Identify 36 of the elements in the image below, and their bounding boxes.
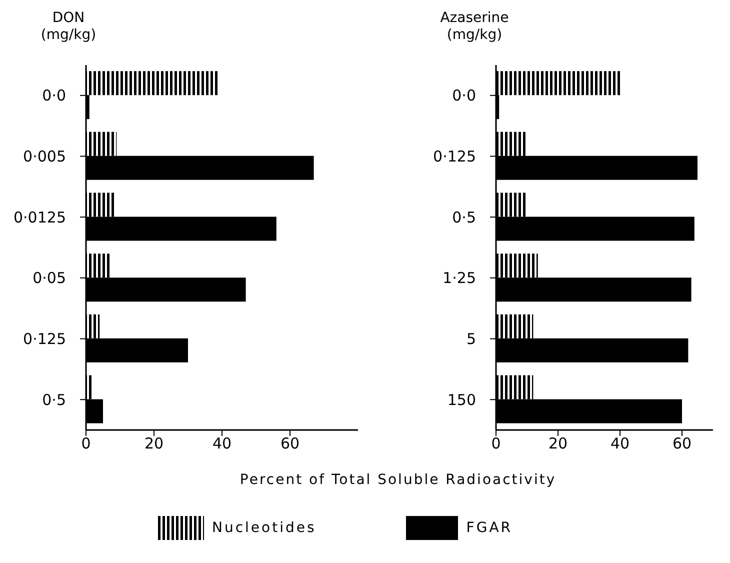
x-tick-label: 20 <box>144 434 164 453</box>
x-tick-label: 40 <box>212 434 232 453</box>
text: Nucleotides <box>212 520 316 536</box>
y-tick-label: 0·5 <box>42 390 66 409</box>
bar <box>86 254 112 278</box>
y-tick-label: 0·05 <box>32 269 66 288</box>
y-tick-label: 1·25 <box>442 269 476 288</box>
bar <box>496 314 534 338</box>
x-tick-label: 0 <box>491 434 501 453</box>
x-tick-label: 60 <box>672 434 692 453</box>
bar <box>86 192 115 217</box>
bar <box>86 71 219 96</box>
bar <box>496 132 526 156</box>
bar <box>86 132 117 156</box>
x-tick-label: 40 <box>610 434 630 453</box>
x-tick-label: 60 <box>280 434 300 453</box>
y-tick-label: 0·125 <box>23 330 66 348</box>
y-tick-label: 5 <box>466 330 476 348</box>
y-tick-label: 0·0125 <box>14 208 66 226</box>
x-tick-label: 0 <box>81 434 91 453</box>
bar <box>496 375 534 400</box>
y-tick-label: 0·5 <box>452 208 476 226</box>
y-axis-title: Azaserine (mg/kg) <box>439 10 510 44</box>
bar <box>496 254 538 278</box>
y-tick-label: 0·0 <box>452 86 476 105</box>
bar <box>496 71 620 96</box>
legend-label: FGAR <box>466 520 513 536</box>
bar <box>496 192 527 217</box>
y-axis-title: DON (mg/kg) <box>40 10 98 44</box>
y-tick-label: 150 <box>447 390 476 409</box>
y-tick-label: 0·005 <box>23 148 66 166</box>
x-tick-label: 20 <box>548 434 568 453</box>
y-tick-label: 0·125 <box>433 148 476 166</box>
y-tick-label: 0·0 <box>42 86 66 105</box>
x-axis-title: Percent of Total Soluble Radioactivity <box>238 472 558 488</box>
bar <box>86 314 100 338</box>
